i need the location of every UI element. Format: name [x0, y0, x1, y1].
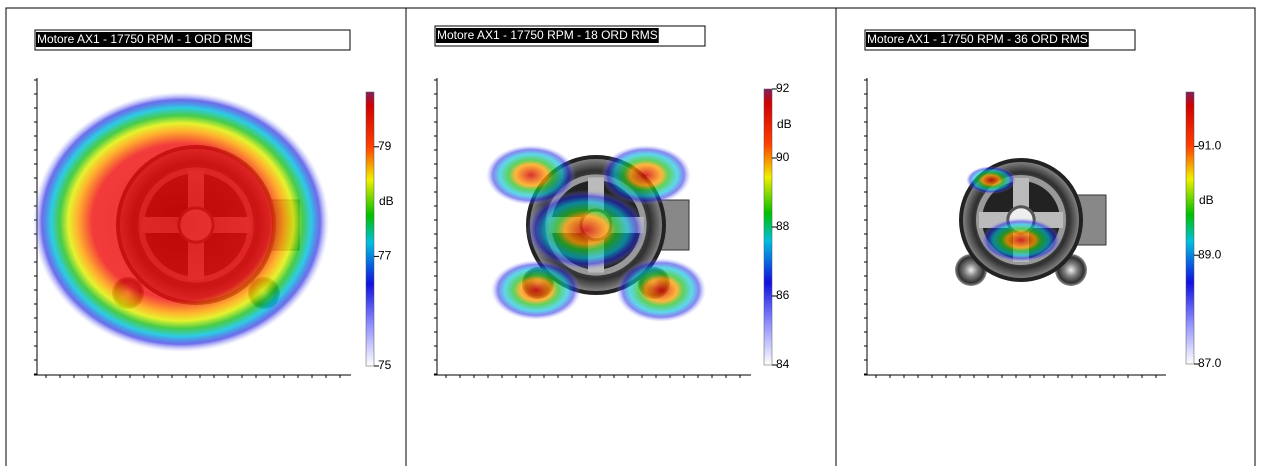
panel: Motore AX1 - 17750 RPM - 1 ORD RMS 75 77 79…: [33, 29, 394, 378]
colorbar-tick-label: 91.0: [1198, 139, 1222, 153]
heat-spot: [491, 260, 581, 320]
colorbar-unit: dB: [1199, 193, 1214, 207]
panel: Motore AX1 - 17750 RPM - 36 ORD RMS 87.0 8…: [864, 29, 1222, 378]
colorbar-tick-label: 86: [776, 288, 790, 302]
panel-title: Motore AX1 - 17750 RPM - 36 ORD RMS: [867, 32, 1088, 46]
colorbar-tick-label: 84: [776, 357, 790, 371]
colorbar-tick-label: 75: [378, 358, 392, 372]
panel-title: Motore AX1 - 17750 RPM - 1 ORD RMS: [37, 32, 251, 46]
colorbar-tick-label: 87.0: [1198, 356, 1222, 370]
colorbar: [1185, 91, 1195, 365]
heat-spot: [616, 258, 706, 322]
heat-spot: [33, 92, 329, 352]
colorbar: [763, 88, 773, 366]
heat-spot: [526, 190, 646, 270]
colorbar-unit: dB: [777, 117, 792, 131]
heat-spot: [966, 166, 1016, 194]
colorbar: [365, 91, 375, 367]
title-highlight: [436, 28, 659, 43]
colorbar-tick-label: 89.0: [1198, 247, 1222, 261]
colorbar-tick-label: 77: [378, 249, 392, 263]
heat-spot: [601, 145, 691, 205]
heat-spot: [486, 145, 576, 205]
colorbar-tick-label: 79: [378, 139, 392, 153]
colorbar-tick-label: 90: [776, 150, 790, 164]
table-border: [5, 7, 1256, 471]
colorbar-unit: dB: [379, 194, 394, 208]
heat-spot: [981, 218, 1061, 262]
panel-title: Motore AX1 - 17750 RPM - 18 ORD RMS: [437, 28, 658, 42]
panel: Motore AX1 - 17750 RPM - 18 ORD RMS 84 86 8…: [434, 25, 792, 378]
colorbar-tick-label: 92: [776, 81, 790, 95]
title-highlight: [36, 32, 253, 47]
colorbar-tick-label: 88: [776, 219, 790, 233]
title-highlight: [866, 32, 1089, 47]
